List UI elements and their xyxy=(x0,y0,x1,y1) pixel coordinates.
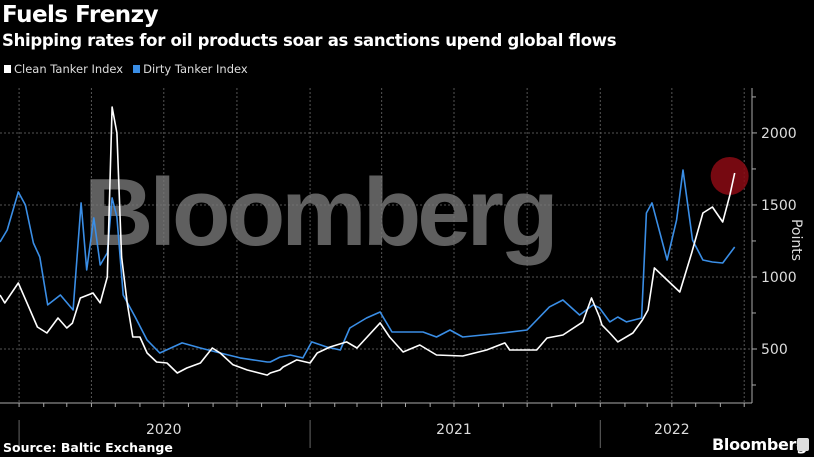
y-tick-label: 1000 xyxy=(761,270,797,286)
x-tick-label: 2022 xyxy=(654,422,690,438)
chart-title: Fuels Frenzy xyxy=(2,2,159,28)
legend: Clean Tanker Index Dirty Tanker Index xyxy=(4,62,248,76)
grid xyxy=(0,88,752,403)
legend-swatch-clean xyxy=(4,65,11,73)
x-tick-label: 2021 xyxy=(436,422,472,438)
legend-label-dirty: Dirty Tanker Index xyxy=(143,62,248,76)
y-axis-label: Points xyxy=(788,219,804,261)
highlight-circle xyxy=(710,156,749,195)
x-tick-label: 2020 xyxy=(146,422,182,438)
source-note: Source: Baltic Exchange xyxy=(3,440,173,455)
dirty-tanker-line xyxy=(0,169,736,363)
brand-logo: Bloomberg xyxy=(712,435,808,454)
y-tick-label: 1500 xyxy=(761,198,797,214)
legend-item-dirty: Dirty Tanker Index xyxy=(133,62,248,76)
clean-tanker-line xyxy=(0,106,736,376)
watermark: Bloomberg xyxy=(84,159,555,266)
bloomberg-chart-icon xyxy=(797,438,809,451)
legend-swatch-dirty xyxy=(133,65,141,73)
series-lines xyxy=(0,106,749,376)
chart-subtitle: Shipping rates for oil products soar as … xyxy=(2,31,617,50)
axes: 500 1000 1500 2000 2020 2021 2022 xyxy=(0,88,797,448)
legend-label-clean: Clean Tanker Index xyxy=(14,62,124,76)
y-tick-label: 2000 xyxy=(761,126,797,142)
legend-item-clean: Clean Tanker Index xyxy=(4,62,123,76)
y-tick-label: 500 xyxy=(761,342,788,358)
